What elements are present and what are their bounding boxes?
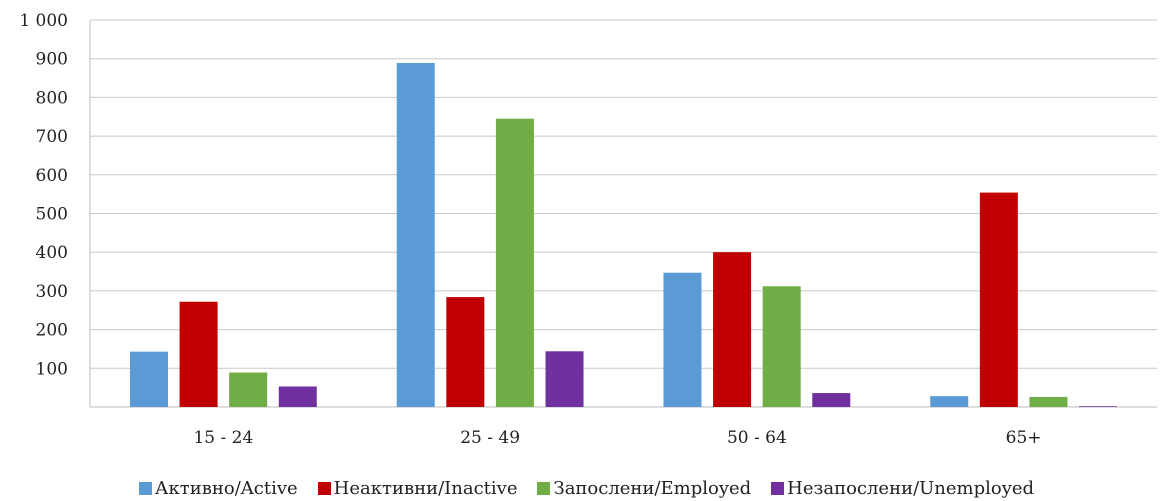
- bar: [495, 118, 534, 407]
- y-tick-label: 400: [36, 243, 68, 263]
- y-tick-label: 500: [36, 205, 68, 225]
- y-tick-label: 200: [36, 321, 68, 341]
- bar: [1079, 406, 1118, 407]
- legend-swatch: [138, 481, 152, 495]
- y-tick-label: 600: [36, 166, 68, 186]
- bar: [396, 62, 435, 407]
- x-tick-label: 25 - 49: [460, 428, 520, 448]
- bar: [446, 297, 485, 407]
- bar: [229, 372, 268, 407]
- x-axis-tick-labels: 15 - 24 25 - 49 50 - 64 65+: [193, 428, 1041, 448]
- legend-swatch: [317, 481, 331, 495]
- legend-swatch: [537, 481, 551, 495]
- legend-label: Запослени/Employed: [553, 477, 752, 499]
- bar: [1029, 396, 1068, 407]
- bar: [663, 272, 702, 407]
- bar: [930, 396, 969, 407]
- x-tick-label: 15 - 24: [193, 428, 253, 448]
- bar: [179, 301, 218, 407]
- legend-item: Неактивни/Inactive: [317, 477, 518, 499]
- legend: Активно/Active Неактивни/Inactive Запослен…: [0, 476, 1173, 500]
- y-tick-label: 1 000: [19, 11, 68, 31]
- legend-swatch: [771, 481, 785, 495]
- legend-label: Неактивни/Inactive: [333, 477, 518, 499]
- bar: [812, 393, 851, 407]
- gridlines: [89, 19, 1157, 408]
- y-tick-label: 900: [36, 50, 68, 70]
- legend-item: Активно/Active: [138, 477, 298, 499]
- bar: [979, 192, 1018, 407]
- bar: [129, 351, 168, 407]
- bars: [129, 62, 1118, 407]
- legend-item: Запослени/Employed: [537, 478, 751, 499]
- bar: [278, 386, 317, 407]
- y-axis-tick-labels: 100 200 300 400 500 600 700 800 900 1 000: [19, 11, 68, 379]
- legend-label: Незапослени/Unemployed: [787, 477, 1035, 499]
- bar: [713, 252, 752, 407]
- x-tick-label: 65+: [1006, 428, 1042, 448]
- y-tick-label: 700: [36, 127, 68, 147]
- y-tick-label: 300: [36, 282, 68, 302]
- bar-chart: 100 200 300 400 500 600 700 800 900 1 000 15 - 24…: [19, 11, 1157, 448]
- bar: [545, 351, 584, 407]
- y-tick-label: 100: [36, 359, 68, 379]
- legend-item: Незапослени/Unemployed: [771, 478, 1034, 499]
- bar: [762, 286, 801, 407]
- legend-label: Активно/Active: [154, 477, 298, 499]
- x-tick-label: 50 - 64: [727, 428, 787, 448]
- y-tick-label: 800: [36, 88, 68, 108]
